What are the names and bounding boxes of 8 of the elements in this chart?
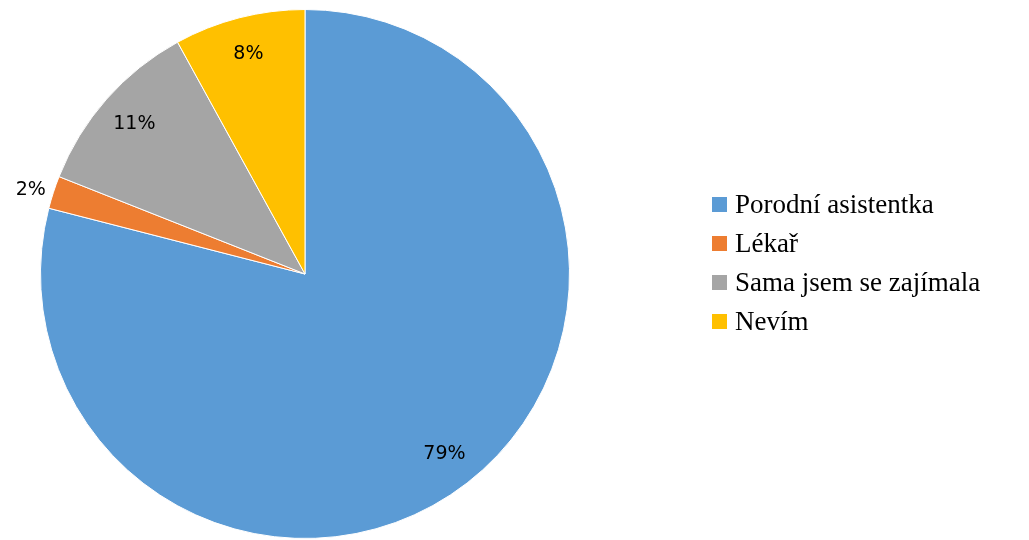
legend-label: Lékař [735, 228, 798, 259]
legend-label: Sama jsem se zajímala [735, 267, 981, 298]
legend-label: Porodní asistentka [735, 189, 934, 220]
data-label: 2% [15, 176, 46, 199]
data-label: 8% [233, 40, 264, 63]
data-label: 11% [113, 110, 156, 133]
data-label: 79% [423, 440, 466, 463]
legend-label: Nevím [735, 306, 809, 337]
